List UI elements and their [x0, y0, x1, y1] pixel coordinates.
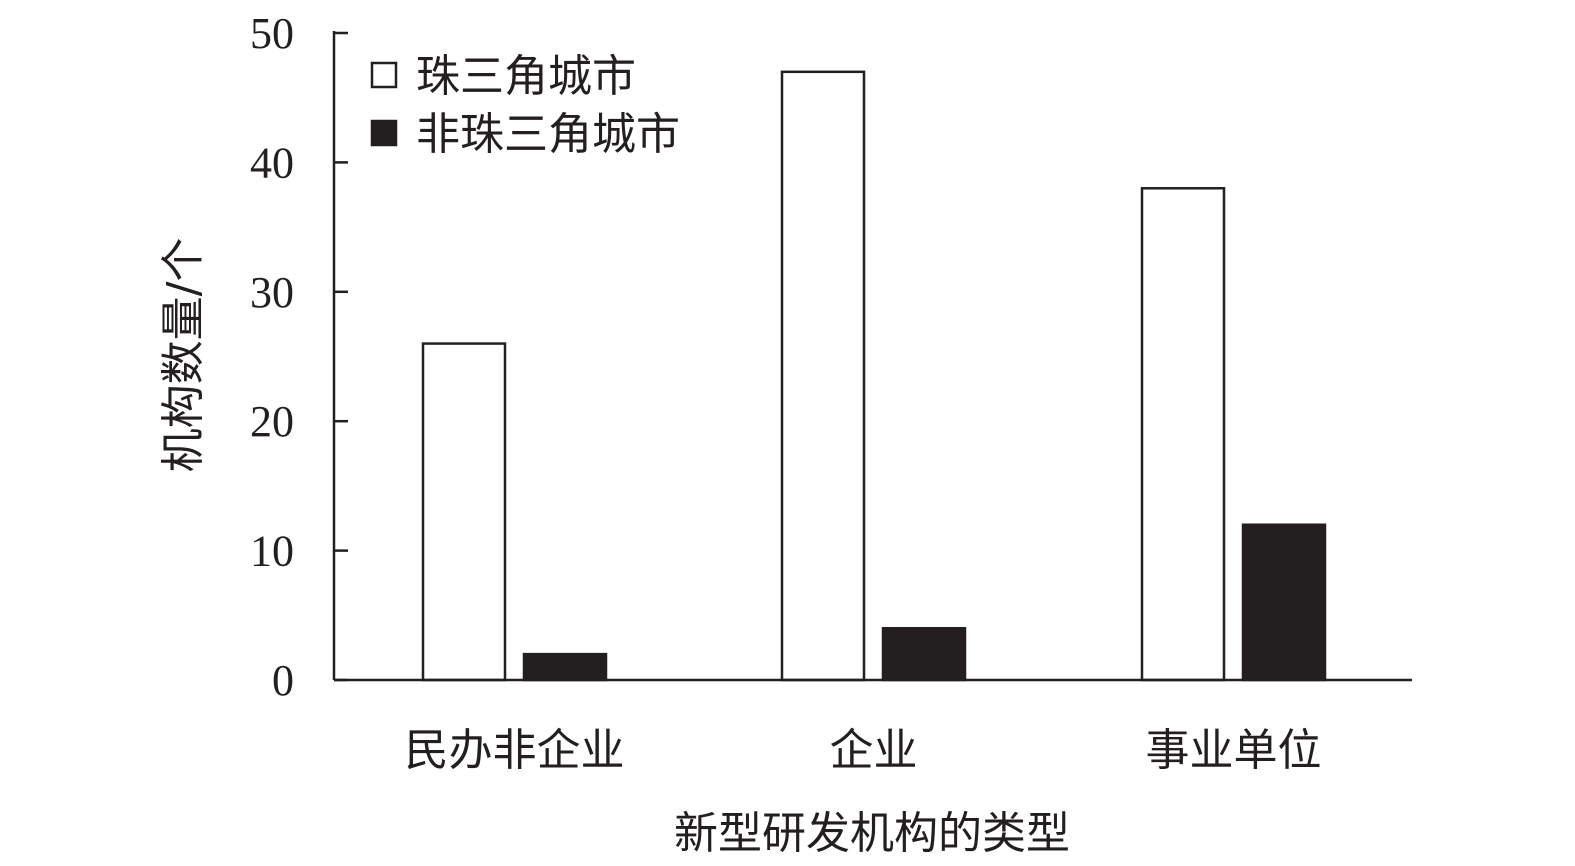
bar-non-prd-3 [1241, 523, 1327, 682]
bar-non-prd-2 [881, 626, 967, 682]
x-category-label-1: 民办非企业 [405, 725, 625, 776]
bar-non-prd-1 [522, 652, 608, 682]
x-axis-title: 新型研发机构的类型 [674, 808, 1070, 859]
x-category-label-2: 企业 [830, 725, 918, 776]
legend-swatch-1 [370, 61, 398, 89]
x-categories-layer: 民办非企业 企业 事业单位 [405, 725, 1322, 776]
bar-prd-3 [1140, 187, 1226, 682]
legend-label-2: 非珠三角城市 [416, 109, 680, 160]
legend-label-1: 珠三角城市 [416, 51, 636, 102]
x-category-label-3: 事业单位 [1146, 725, 1322, 776]
axes-layer [332, 31, 1412, 682]
bar-prd-1 [421, 342, 507, 682]
y-tick-label-0: 0 [272, 656, 294, 705]
y-axis-title: 机构数量/个 [158, 238, 209, 473]
y-tick-label-50: 50 [250, 9, 294, 58]
y-ticks-layer: 0 10 20 30 40 50 [250, 9, 348, 705]
y-tick-label-10: 10 [250, 527, 294, 576]
bars-layer [421, 70, 1327, 682]
legend-swatch-2 [370, 119, 398, 147]
y-tick-label-20: 20 [250, 397, 294, 446]
bar-prd-2 [780, 70, 866, 682]
y-tick-label-40: 40 [250, 138, 294, 187]
y-tick-label-30: 30 [250, 268, 294, 317]
